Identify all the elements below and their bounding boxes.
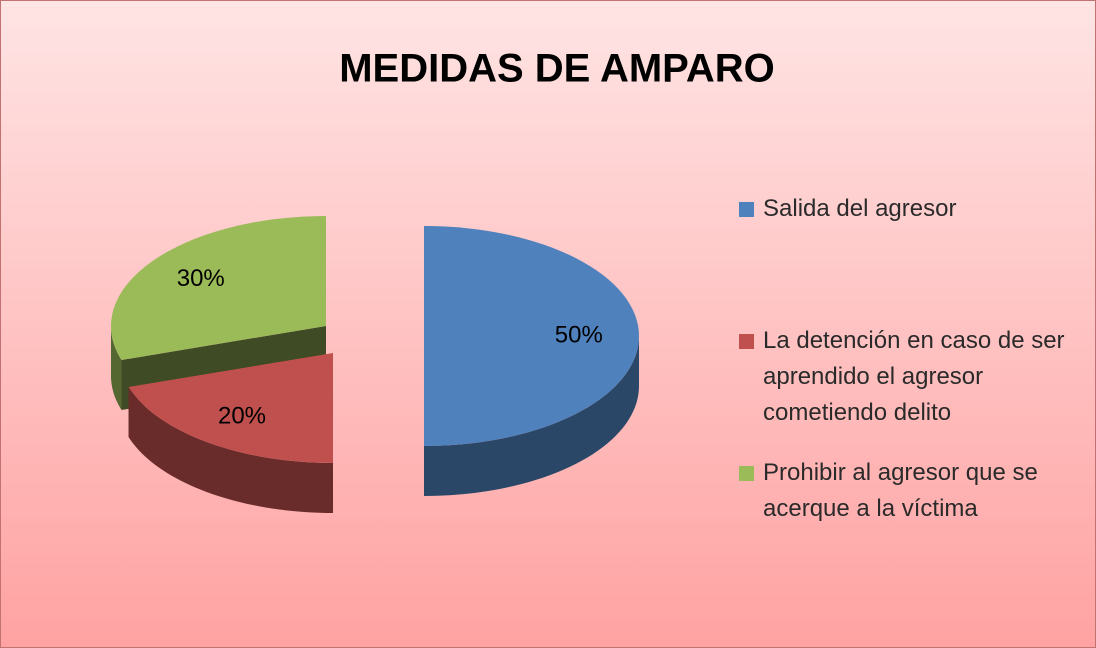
slice bbox=[128, 353, 333, 463]
data-label: 30% bbox=[177, 265, 225, 292]
slice-wall bbox=[424, 336, 639, 496]
slice-wall bbox=[128, 386, 333, 513]
legend-label: Salida del agresor bbox=[763, 195, 957, 222]
legend-swatch bbox=[739, 334, 754, 349]
data-label: 50% bbox=[555, 321, 603, 348]
legend-swatch bbox=[739, 202, 754, 217]
legend-item: La detención en caso de ser aprendido el… bbox=[739, 323, 1079, 431]
chart-title: MEDIDAS DE AMPARO bbox=[339, 47, 775, 91]
legend-label: Prohibir al agresor que se acerque a la … bbox=[763, 459, 1038, 522]
slice bbox=[110, 216, 326, 360]
legend-item: Prohibir al agresor que se acerque a la … bbox=[739, 455, 1079, 527]
legend-swatch bbox=[739, 466, 754, 481]
legend-label: La detención en caso de ser aprendido el… bbox=[763, 327, 1065, 426]
data-label: 20% bbox=[218, 402, 266, 429]
slice bbox=[424, 226, 639, 446]
legend-item: Salida del agresor bbox=[739, 191, 1079, 227]
slice-wall bbox=[111, 326, 122, 410]
